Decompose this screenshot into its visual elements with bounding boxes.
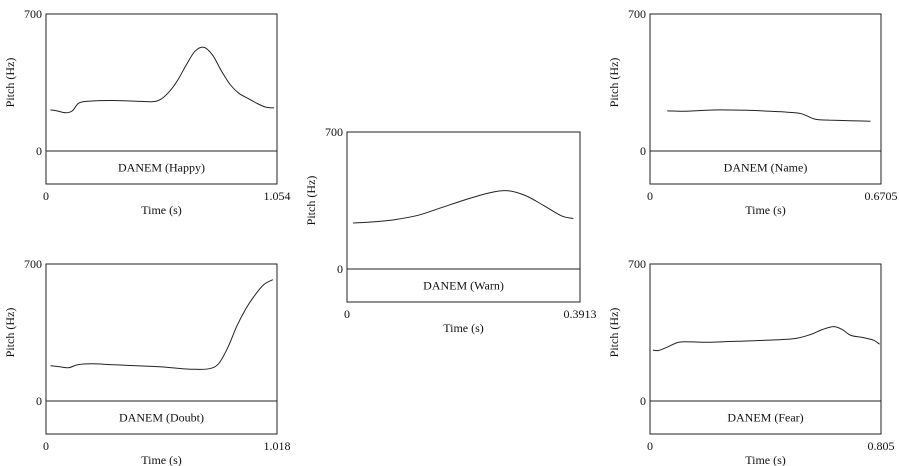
- pitch-panel: 700 0 Pitch (Hz) DANEM (Fear) 0 0.805 Time (s): [607, 257, 895, 466]
- y-tick-label-max: 700: [24, 7, 42, 21]
- pitch-contour-line: [652, 326, 880, 352]
- y-axis-label: Pitch (Hz): [607, 308, 621, 358]
- panel-frame: [346, 131, 581, 303]
- y-tick-label-max: 700: [325, 125, 343, 139]
- pitch-contour-line: [50, 46, 274, 114]
- x-axis-label: Time (s): [745, 453, 786, 466]
- pitch-panel: 700 0 Pitch (Hz) DANEM (Doubt) 0 1.018 Time (s…: [3, 257, 291, 466]
- x-axis-label: Time (s): [141, 203, 182, 217]
- panel-frame: [649, 13, 882, 185]
- y-tick-label-min: 0: [36, 144, 42, 158]
- x-axis-label: Time (s): [745, 203, 786, 217]
- panel-frame: [45, 13, 278, 185]
- pitch-panel: 700 0 Pitch (Hz) DANEM (Warn) 0 0.3913 Time (s…: [304, 125, 597, 335]
- x-tick-label-max: 0.6705: [865, 189, 898, 203]
- panel-frame: [45, 263, 278, 435]
- y-tick-label-min: 0: [337, 262, 343, 276]
- x-tick-label-max: 1.054: [264, 189, 291, 203]
- x-tick-label-min: 0: [647, 189, 653, 203]
- tier-label: DANEM (Fear): [727, 411, 803, 425]
- pitch-contour-line: [352, 190, 574, 224]
- y-axis-label: Pitch (Hz): [3, 308, 17, 358]
- pitch-panel: 700 0 Pitch (Hz) DANEM (Name) 0 0.6705 Time (s…: [607, 7, 898, 217]
- panel-frame: [649, 263, 882, 435]
- x-tick-label-min: 0: [344, 307, 350, 321]
- y-tick-label-min: 0: [640, 394, 646, 408]
- pitch-contour-line: [667, 109, 871, 122]
- x-tick-label-min: 0: [43, 439, 49, 453]
- x-tick-label-min: 0: [647, 439, 653, 453]
- tier-label: DANEM (Doubt): [119, 411, 204, 425]
- y-tick-label-min: 0: [640, 144, 646, 158]
- x-tick-label-max: 0.805: [868, 439, 895, 453]
- y-tick-label-max: 700: [24, 257, 42, 271]
- tier-label: DANEM (Warn): [423, 279, 504, 293]
- x-tick-label-max: 1.018: [264, 439, 291, 453]
- y-tick-label-max: 700: [628, 257, 646, 271]
- y-tick-label-max: 700: [628, 7, 646, 21]
- x-tick-label-min: 0: [43, 189, 49, 203]
- y-axis-label: Pitch (Hz): [607, 58, 621, 108]
- tier-label: DANEM (Happy): [118, 161, 205, 175]
- x-tick-label-max: 0.3913: [564, 307, 597, 321]
- pitch-panel: 700 0 Pitch (Hz) DANEM (Happy) 0 1.054 Time (s…: [3, 7, 291, 217]
- y-tick-label-min: 0: [36, 394, 42, 408]
- x-axis-label: Time (s): [443, 321, 484, 335]
- pitch-contour-line: [50, 279, 274, 370]
- x-axis-label: Time (s): [141, 453, 182, 466]
- tier-label: DANEM (Name): [724, 161, 808, 175]
- y-axis-label: Pitch (Hz): [3, 58, 17, 108]
- y-axis-label: Pitch (Hz): [304, 176, 318, 226]
